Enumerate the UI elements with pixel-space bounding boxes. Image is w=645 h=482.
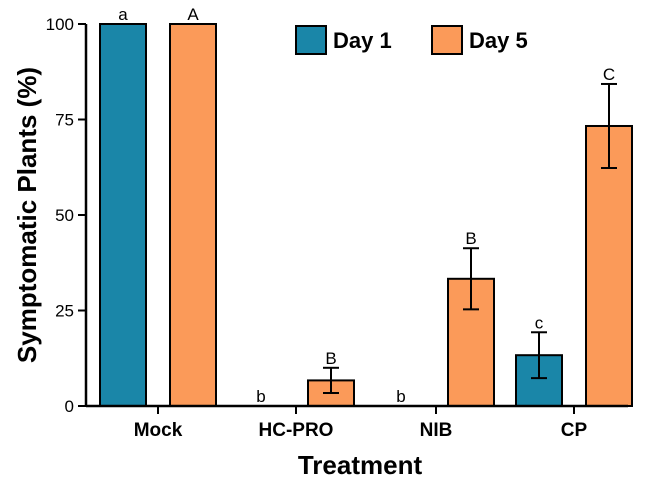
y-tick-label-25: 25 xyxy=(55,302,74,321)
legend-item-day-1: Day 1 xyxy=(295,25,392,55)
x-tick-label-nib: NIB xyxy=(420,420,453,441)
y-tick-label-0: 0 xyxy=(65,397,74,416)
legend-label-day-5: Day 5 xyxy=(469,28,528,53)
error-bar-day-1-cp xyxy=(531,331,547,380)
sig-letter-day-1-cp: c xyxy=(535,313,544,332)
x-tick-label-mock: Mock xyxy=(134,420,183,441)
sig-letter-day-1-mock: a xyxy=(118,5,128,24)
y-tick-label-100: 100 xyxy=(46,15,74,34)
bar-day-1-mock xyxy=(99,23,147,407)
sig-letter-day-5-mock: A xyxy=(187,5,199,24)
y-tick-label-50: 50 xyxy=(55,206,74,225)
x-tick-label-cp: CP xyxy=(561,420,588,441)
axes-group: 0 25 50 75 100 Mock HC-PRO NIB CP xyxy=(46,15,628,441)
error-bar-day-5-nib xyxy=(463,247,479,311)
sig-letter-day-5-hc-pro: B xyxy=(325,349,336,368)
x-tick-label-hc-pro: HC-PRO xyxy=(259,420,334,441)
sig-letter-day-1-hc-pro: b xyxy=(256,387,265,406)
legend-label-day-1: Day 1 xyxy=(333,28,392,53)
error-bar-day-5-cp xyxy=(601,82,617,170)
y-tick-label-75: 75 xyxy=(55,111,74,130)
bars-group xyxy=(99,23,633,408)
legend-swatch-day-1 xyxy=(295,25,327,55)
sig-letter-day-1-nib: b xyxy=(396,387,405,406)
x-axis-title: Treatment xyxy=(298,450,423,480)
legend-swatch-day-5 xyxy=(431,25,463,55)
error-bar-day-5-hc-pro xyxy=(323,366,339,395)
significance-letters-group: a b b c A B B C xyxy=(118,5,615,406)
y-axis-title: Symptomatic Plants (%) xyxy=(12,67,42,363)
legend: Day 1 Day 5 xyxy=(295,25,528,55)
bar-day-5-cp xyxy=(585,124,633,408)
sig-letter-day-5-cp: C xyxy=(603,65,615,84)
bar-day-5-mock xyxy=(169,23,217,407)
error-bars-group xyxy=(323,82,617,395)
legend-item-day-5: Day 5 xyxy=(431,25,528,55)
sig-letter-day-5-nib: B xyxy=(465,229,476,248)
